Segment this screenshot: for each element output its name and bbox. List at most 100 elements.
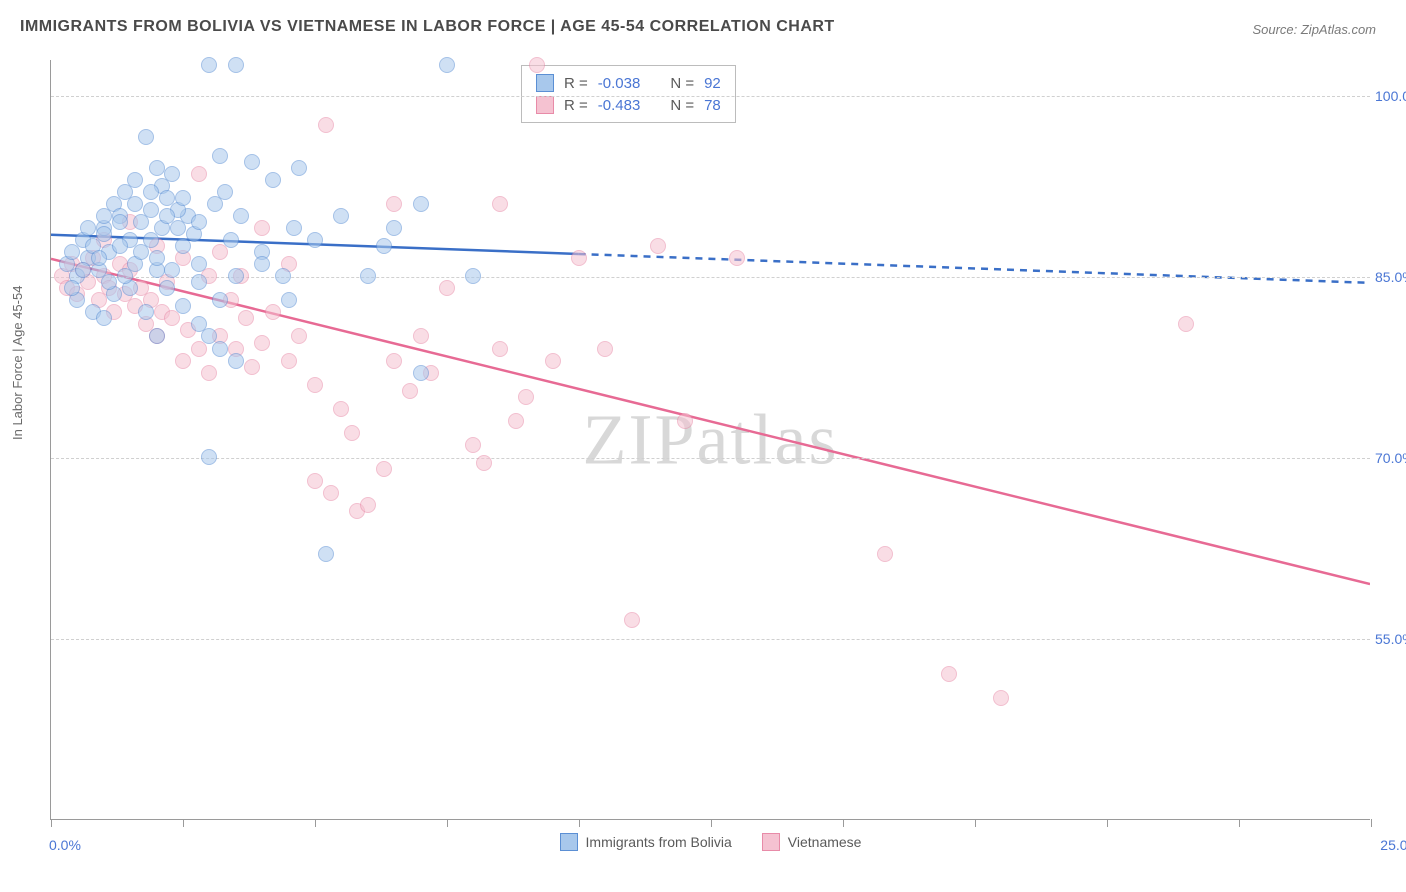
xtick-label-max: 25.0% (1380, 837, 1406, 853)
series2-name: Vietnamese (788, 834, 862, 850)
series2-point (307, 473, 323, 489)
series1-point (164, 262, 180, 278)
series1-point (64, 280, 80, 296)
legend-swatch-series1 (536, 74, 554, 92)
series2-point (291, 328, 307, 344)
legend-swatch-series2b (762, 833, 780, 851)
series2-point (376, 461, 392, 477)
series1-point (101, 274, 117, 290)
series1-point (175, 190, 191, 206)
xtick (843, 819, 844, 827)
series1-point (143, 202, 159, 218)
r-label: R = (564, 75, 588, 92)
series1-point (244, 154, 260, 170)
n-value-series2: 78 (704, 97, 721, 114)
series2-point (238, 310, 254, 326)
series2-point (877, 546, 893, 562)
r-label: R = (564, 97, 588, 114)
series1-point (212, 341, 228, 357)
series2-point (439, 280, 455, 296)
series2-point (508, 413, 524, 429)
r-value-series1: -0.038 (598, 75, 641, 92)
series1-point (133, 244, 149, 260)
xtick (447, 819, 448, 827)
ytick-label: 85.0% (1375, 269, 1406, 285)
series1-point (96, 226, 112, 242)
gridline-h (51, 96, 1370, 97)
series1-point (286, 220, 302, 236)
series1-point (96, 208, 112, 224)
xtick (51, 819, 52, 827)
series2-point (529, 57, 545, 73)
series1-point (80, 220, 96, 236)
series1-point (233, 208, 249, 224)
series1-point (413, 365, 429, 381)
r-value-series2: -0.483 (598, 97, 641, 114)
trend-lines-svg (51, 60, 1370, 819)
series2-point (624, 612, 640, 628)
series2-point (492, 341, 508, 357)
series1-point (159, 208, 175, 224)
gridline-h (51, 458, 1370, 459)
series2-point (323, 485, 339, 501)
xtick (579, 819, 580, 827)
xtick (975, 819, 976, 827)
series1-point (212, 292, 228, 308)
xtick (1371, 819, 1372, 827)
series2-point (465, 437, 481, 453)
series2-point (360, 497, 376, 513)
series2-point (476, 455, 492, 471)
series1-point (127, 196, 143, 212)
legend-item-series2: Vietnamese (762, 833, 862, 851)
series2-point (344, 425, 360, 441)
series2-point (254, 220, 270, 236)
xtick (1239, 819, 1240, 827)
series1-point (149, 160, 165, 176)
series1-point (386, 220, 402, 236)
series2-point (677, 413, 693, 429)
series1-point (138, 304, 154, 320)
series1-point (91, 250, 107, 266)
series1-point (159, 280, 175, 296)
gridline-h (51, 639, 1370, 640)
series1-point (333, 208, 349, 224)
series1-point (117, 268, 133, 284)
series1-point (360, 268, 376, 284)
series1-point (164, 166, 180, 182)
series1-point (228, 57, 244, 73)
series2-point (318, 117, 334, 133)
series1-point (439, 57, 455, 73)
series1-point (175, 298, 191, 314)
series2-point (597, 341, 613, 357)
series2-point (402, 383, 418, 399)
series2-point (333, 401, 349, 417)
series2-point (281, 353, 297, 369)
series1-point (307, 232, 323, 248)
series-legend: Immigrants from Bolivia Vietnamese (51, 833, 1370, 851)
series1-point (127, 172, 143, 188)
series1-point (217, 184, 233, 200)
series1-point (138, 129, 154, 145)
series1-point (149, 250, 165, 266)
series1-point (191, 274, 207, 290)
legend-swatch-series1b (560, 833, 578, 851)
series2-point (386, 196, 402, 212)
series2-point (993, 690, 1009, 706)
y-axis-label: In Labor Force | Age 45-54 (10, 286, 25, 440)
series2-point (571, 250, 587, 266)
series2-point (492, 196, 508, 212)
xtick (315, 819, 316, 827)
series2-point (244, 359, 260, 375)
n-label: N = (670, 97, 694, 114)
series1-point (201, 449, 217, 465)
series2-point (265, 304, 281, 320)
legend-swatch-series2 (536, 96, 554, 114)
series1-point (465, 268, 481, 284)
series2-point (729, 250, 745, 266)
correlation-legend: R = -0.038 N = 92 R = -0.483 N = 78 (521, 65, 736, 123)
ytick-label: 70.0% (1375, 450, 1406, 466)
series1-point (376, 238, 392, 254)
series1-point (201, 57, 217, 73)
series2-point (413, 328, 429, 344)
series1-name: Immigrants from Bolivia (586, 834, 732, 850)
